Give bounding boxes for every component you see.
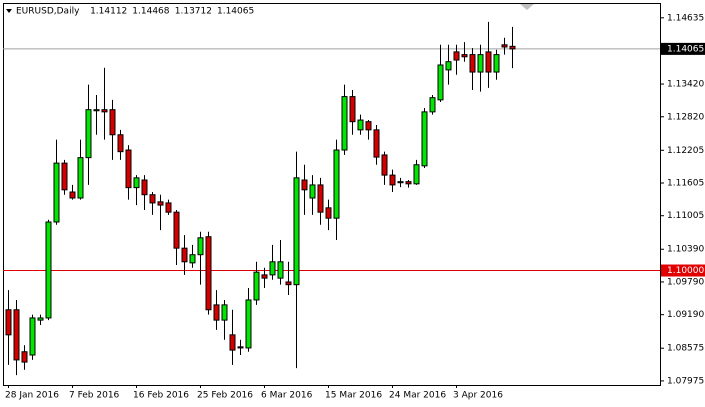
candle-body xyxy=(357,119,364,131)
y-tick-label: 1.13420 xyxy=(667,80,704,90)
candle-body xyxy=(37,317,44,321)
candle-body xyxy=(237,346,244,349)
candle-body xyxy=(309,184,316,199)
menu-arrow xyxy=(6,9,12,13)
x-tick-label: 7 Feb 2016 xyxy=(69,391,120,401)
y-tick-label: 1.11605 xyxy=(667,179,704,189)
header-value: 1.14065 xyxy=(217,7,254,17)
candle-body xyxy=(509,45,516,50)
candle-body xyxy=(61,162,68,191)
candle-body xyxy=(109,109,116,136)
candle-body xyxy=(77,157,84,199)
candle-body xyxy=(501,44,508,48)
candle-body xyxy=(69,191,76,199)
candle-body xyxy=(197,237,204,256)
candle-body xyxy=(133,177,140,189)
candle-body xyxy=(149,194,156,204)
y-tick-label: 1.11005 xyxy=(667,211,704,221)
candle-body xyxy=(445,61,452,71)
candle-body xyxy=(189,254,196,264)
header-value: 1.14112 xyxy=(90,7,127,17)
candle-body xyxy=(221,304,228,321)
y-tick-label: 1.14635 xyxy=(667,13,704,23)
y-tick-label: 1.12820 xyxy=(667,112,704,122)
header-value: 1.13712 xyxy=(175,7,212,17)
candle-body xyxy=(253,271,260,301)
candle-body xyxy=(117,134,124,153)
header-value: 1.14468 xyxy=(132,7,169,17)
candle-body xyxy=(485,51,492,73)
candle-body xyxy=(93,109,100,112)
y-tick-label: 1.07975 xyxy=(667,376,704,386)
candle-body xyxy=(493,54,500,73)
candle-body xyxy=(349,96,356,123)
candle-body xyxy=(181,247,188,263)
candle-body xyxy=(173,211,180,249)
price-label: 1.14065 xyxy=(667,44,704,54)
candle-body xyxy=(317,184,324,213)
candle-body xyxy=(469,54,476,73)
candle-body xyxy=(101,109,108,113)
candle-body xyxy=(421,111,428,167)
y-tick-label: 1.09190 xyxy=(667,310,704,320)
x-tick-label: 15 Mar 2016 xyxy=(325,391,382,401)
y-tick-label: 1.08575 xyxy=(667,344,704,354)
candle-body xyxy=(53,162,60,223)
candle-body xyxy=(477,54,484,73)
candle-body xyxy=(413,164,420,185)
candle-body xyxy=(325,207,332,219)
x-tick-label: 6 Mar 2016 xyxy=(261,391,313,401)
shift-marker xyxy=(520,4,534,10)
candle-body xyxy=(301,179,308,191)
x-tick-label: 25 Feb 2016 xyxy=(197,391,253,401)
chart-title: EURUSD,Daily xyxy=(16,7,80,17)
plot-frame xyxy=(3,3,661,386)
x-tick-label: 16 Feb 2016 xyxy=(133,391,189,401)
y-tick-label: 1.12205 xyxy=(667,146,704,156)
candle-body xyxy=(269,261,276,276)
level-label-bg xyxy=(661,264,705,277)
level-label: 1.10000 xyxy=(667,266,704,276)
candle-body xyxy=(85,109,92,159)
candle-body xyxy=(5,309,12,336)
candle-body xyxy=(333,149,340,219)
candle-body xyxy=(341,96,348,151)
candle-body xyxy=(437,64,444,101)
candle-body xyxy=(13,309,20,361)
candle-body xyxy=(285,281,292,286)
candle-body xyxy=(461,54,468,58)
candle-body xyxy=(397,181,404,184)
candle-body xyxy=(229,334,236,351)
candle-body xyxy=(245,299,252,349)
candle-body xyxy=(205,236,212,311)
candle-body xyxy=(165,202,172,213)
x-tick-label: 24 Mar 2016 xyxy=(389,391,446,401)
candle-body xyxy=(261,274,268,279)
candle-body xyxy=(373,129,380,158)
candle-body xyxy=(125,149,132,189)
candle-body xyxy=(45,221,52,319)
candle-body xyxy=(213,304,220,321)
y-tick-label: 1.10390 xyxy=(667,245,704,255)
candle-body xyxy=(277,261,284,279)
price-label-bg xyxy=(661,42,705,55)
candle-body xyxy=(141,179,148,196)
y-tick-label: 1.09790 xyxy=(667,277,704,287)
candle-body xyxy=(453,51,460,61)
candle-body xyxy=(429,97,436,113)
candle-body xyxy=(293,177,300,286)
candle-body xyxy=(29,317,36,356)
candle-body xyxy=(157,201,164,206)
candle-body xyxy=(389,174,396,186)
x-tick-label: 3 Apr 2016 xyxy=(453,391,503,401)
candle-body xyxy=(381,154,388,176)
candle-body xyxy=(365,121,372,131)
candle-body xyxy=(21,351,28,363)
candle-body xyxy=(405,181,412,185)
x-tick-label: 28 Jan 2016 xyxy=(5,391,59,401)
